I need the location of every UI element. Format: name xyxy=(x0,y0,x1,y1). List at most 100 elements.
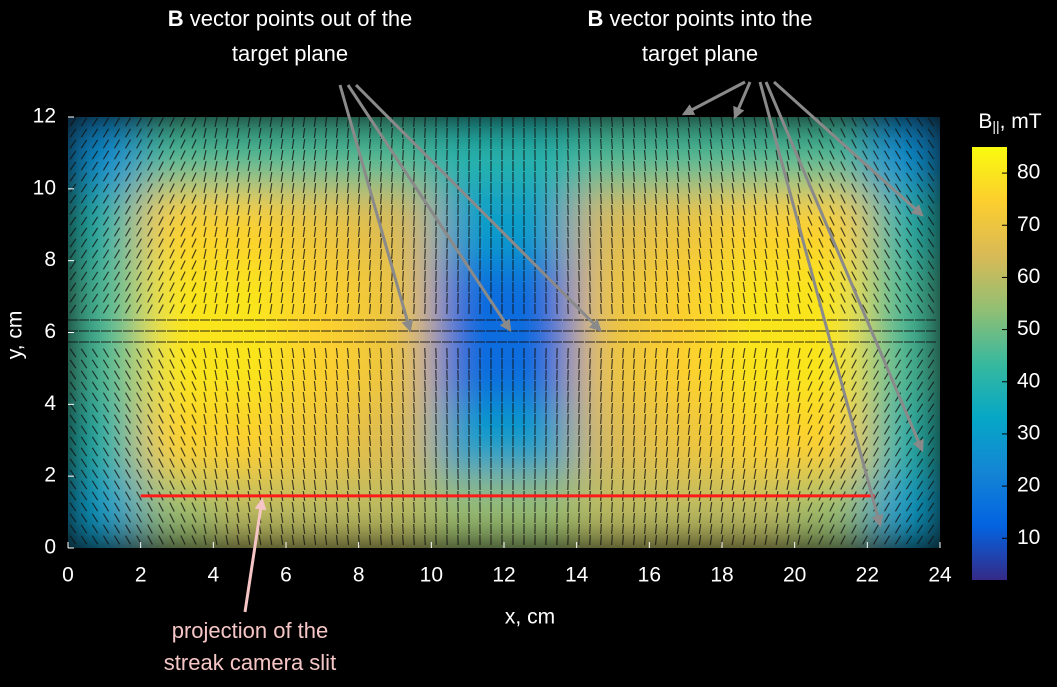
vector-glyph xyxy=(102,260,110,270)
vector-glyph xyxy=(269,347,273,359)
vector-glyph xyxy=(180,205,186,215)
vector-glyph xyxy=(424,446,426,458)
heat-cell xyxy=(504,117,578,190)
vector-glyph xyxy=(424,391,426,403)
vector-glyph xyxy=(894,238,902,248)
vector-glyph xyxy=(786,303,790,315)
vector-glyph xyxy=(158,128,164,138)
vector-glyph xyxy=(643,369,647,381)
vector-glyph xyxy=(136,491,142,501)
vector-glyph xyxy=(191,425,197,435)
vector-glyph xyxy=(413,127,415,139)
vector-glyph xyxy=(413,204,415,216)
vector-glyph xyxy=(335,347,339,359)
vector-glyph xyxy=(203,479,207,491)
vector-glyph xyxy=(611,435,613,447)
vector-glyph xyxy=(589,446,591,458)
vector-glyph xyxy=(578,237,580,249)
x-tick-label: 18 xyxy=(710,564,733,587)
vector-glyph xyxy=(764,117,768,128)
vector-glyph xyxy=(905,216,913,226)
vector-glyph xyxy=(709,303,713,315)
vector-glyph xyxy=(147,183,153,193)
vector-glyph xyxy=(775,501,779,513)
vector-glyph xyxy=(236,237,240,249)
vector-glyph xyxy=(786,512,790,524)
vector-glyph xyxy=(742,347,746,359)
vector-glyph xyxy=(402,182,404,194)
vector-glyph xyxy=(214,160,218,172)
vector-glyph xyxy=(775,402,779,414)
vector-glyph xyxy=(291,424,295,436)
vector-glyph xyxy=(368,523,372,535)
vector-glyph xyxy=(69,392,77,402)
vector-glyph xyxy=(654,281,658,293)
vector-glyph xyxy=(180,524,186,534)
vector-glyph xyxy=(764,523,768,535)
vector-glyph xyxy=(851,480,857,490)
vector-glyph xyxy=(720,501,724,513)
heat-cell xyxy=(431,476,505,548)
vector-glyph xyxy=(80,348,88,358)
vector-glyph xyxy=(611,501,613,513)
vector-glyph xyxy=(632,303,636,315)
vector-glyph xyxy=(169,414,175,424)
vector-glyph xyxy=(402,259,404,271)
vector-glyph xyxy=(247,380,251,392)
vector-glyph xyxy=(840,447,846,457)
vector-glyph xyxy=(125,403,131,413)
vector-glyph xyxy=(324,270,328,282)
vector-glyph xyxy=(236,523,240,535)
vector-glyph xyxy=(368,138,372,150)
vector-glyph xyxy=(191,535,197,545)
vector-glyph xyxy=(862,447,868,457)
vector-glyph xyxy=(600,138,602,150)
vector-glyph xyxy=(335,226,339,238)
vector-glyph xyxy=(894,414,902,424)
colorbar-tick-label: 10 xyxy=(1017,526,1040,549)
vector-glyph xyxy=(214,270,218,282)
vector-glyph xyxy=(764,193,768,205)
vector-glyph xyxy=(578,512,580,524)
vector-glyph xyxy=(676,270,680,282)
vector-glyph xyxy=(102,403,110,413)
vector-glyph xyxy=(742,303,746,315)
vector-glyph xyxy=(905,194,913,204)
vector-glyph xyxy=(873,117,879,127)
vector-glyph xyxy=(269,413,273,425)
vector-glyph xyxy=(214,358,218,370)
vector-glyph xyxy=(69,139,77,149)
vector-glyph xyxy=(136,403,142,413)
vector-glyph xyxy=(402,501,404,513)
vector-glyph xyxy=(753,270,757,282)
vector-glyph xyxy=(357,237,361,249)
vector-glyph xyxy=(413,303,415,315)
vector-glyph xyxy=(225,127,229,139)
vector-glyph xyxy=(269,204,273,216)
vector-glyph xyxy=(621,380,625,392)
heat-cell xyxy=(504,404,578,477)
vector-glyph xyxy=(873,293,879,303)
vector-glyph xyxy=(402,369,404,381)
vector-glyph xyxy=(611,193,613,205)
vector-glyph xyxy=(147,271,153,281)
vector-glyph xyxy=(578,534,580,546)
vector-glyph xyxy=(102,535,110,545)
vector-glyph xyxy=(191,249,197,259)
vector-glyph xyxy=(632,435,636,447)
vector-glyph xyxy=(883,381,891,391)
vector-glyph xyxy=(600,512,602,524)
vector-glyph xyxy=(147,458,153,468)
vector-glyph xyxy=(797,391,801,403)
vector-glyph xyxy=(291,160,295,172)
vector-glyph xyxy=(927,436,935,446)
vector-glyph xyxy=(883,524,891,534)
vector-glyph xyxy=(720,457,724,469)
vector-glyph xyxy=(225,215,229,227)
vector-glyph xyxy=(302,424,306,436)
vector-glyph xyxy=(225,479,229,491)
vector-glyph xyxy=(402,281,404,293)
vector-glyph xyxy=(191,128,197,138)
vector-glyph xyxy=(424,182,426,194)
vector-glyph xyxy=(125,381,131,391)
